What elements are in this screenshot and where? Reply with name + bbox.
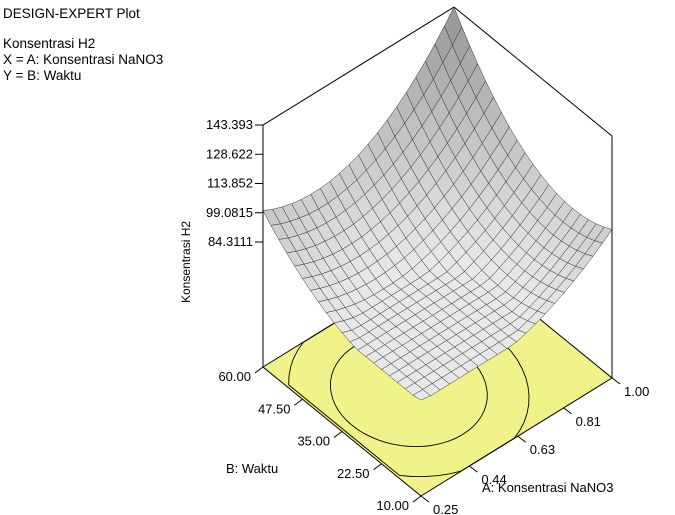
- z-tick-label: 84.3111: [208, 234, 253, 249]
- y-tick-mark: [333, 431, 343, 438]
- axis-ticks: 143.393 128.622 113.852 99.0815 84.3111 0.25 0…: [206, 117, 649, 515]
- y-tick-label: 60.00: [218, 369, 251, 384]
- z-tick-label: 128.622: [206, 146, 253, 161]
- y-tick-label: 35.00: [297, 434, 330, 449]
- z-tick-label: 113.852: [207, 176, 253, 191]
- y-axis-title: B: Waktu: [226, 461, 278, 476]
- frame-edge: [262, 6, 455, 126]
- surface-facet: [412, 389, 432, 401]
- y-tick-label: 47.50: [258, 401, 291, 416]
- x-tick-mark: [611, 377, 621, 385]
- z-axis-title: Konsentrasi H2: [179, 221, 193, 303]
- response-name: Konsentrasi H2: [3, 36, 96, 51]
- x-tick-label: 0.81: [576, 414, 601, 429]
- x-axis-title: A: Konsentrasi NaNO3: [482, 480, 614, 495]
- y-factor-label: Y = B: Waktu: [3, 68, 82, 83]
- y-tick-label: 22.50: [337, 466, 370, 481]
- x-tick-mark: [469, 465, 478, 473]
- x-tick-mark: [563, 407, 572, 415]
- x-factor-label: X = A: Konsentrasi NaNO3: [3, 52, 164, 67]
- response-surface: [262, 6, 613, 401]
- software-title: DESIGN-EXPERT Plot: [3, 6, 140, 21]
- x-tick-label: 0.63: [530, 442, 555, 457]
- y-tick-mark: [294, 398, 303, 406]
- x-tick-label: 0.44: [481, 472, 506, 487]
- frame-edge: [453, 6, 613, 137]
- x-tick-mark: [420, 495, 430, 503]
- y-tick-label: 10.00: [376, 498, 409, 513]
- z-tick-label: 99.0815: [206, 205, 253, 220]
- y-tick-mark: [373, 463, 382, 471]
- x-tick-label: 1.00: [624, 384, 649, 399]
- z-tick-label: 143.393: [206, 117, 253, 132]
- y-tick-mark: [412, 495, 422, 503]
- x-tick-mark: [517, 435, 527, 443]
- x-tick-label: 0.25: [433, 502, 458, 515]
- y-tick-mark: [254, 366, 264, 374]
